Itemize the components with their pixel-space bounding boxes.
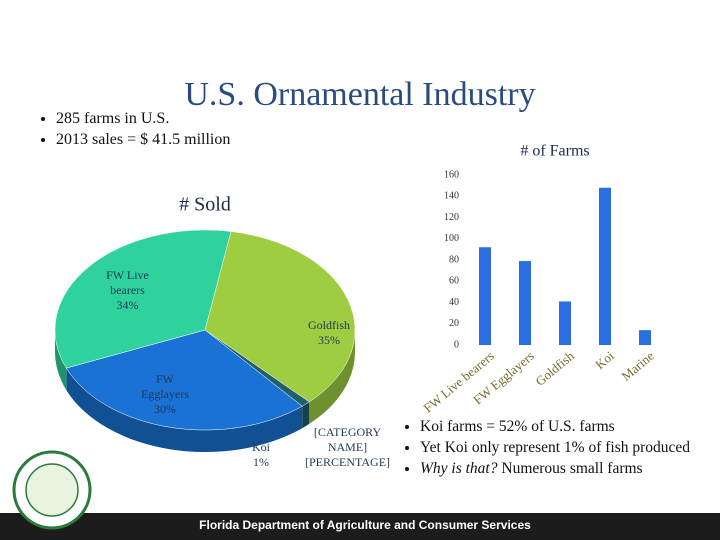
y-tick-label: 80 — [449, 254, 459, 265]
bar — [599, 187, 611, 345]
x-tick-label: Koi — [592, 348, 617, 372]
y-tick-label: 60 — [449, 276, 459, 287]
pie-category: FW Egglayers — [141, 372, 189, 401]
bar — [639, 330, 651, 345]
bar — [519, 261, 531, 345]
x-tick-label: Marine — [618, 348, 657, 384]
footer-band — [0, 513, 720, 540]
pie-slice — [65, 329, 303, 431]
x-tick-label: FW Live bearers — [420, 348, 496, 415]
pie-value-label: 30% — [154, 402, 176, 416]
y-tick-label: 0 — [454, 339, 459, 350]
y-tick-label: 40 — [449, 297, 459, 308]
pie-category: FW Live bearers — [106, 268, 149, 297]
y-tick-label: 140 — [444, 191, 459, 202]
pie-side — [309, 330, 355, 424]
pie-label: FW Live bearers 34% — [100, 268, 155, 313]
pie-slice — [204, 231, 356, 403]
bar-title: # of Farms — [520, 143, 589, 160]
pie-side — [54, 330, 67, 391]
pie-title: # Sold — [179, 194, 231, 216]
bullet: 285 farms in U.S. — [56, 110, 230, 128]
bullets: 285 farms in U.S. 2013 sales = $ 41.5 mil… — [38, 110, 230, 152]
slide-title: U.S. Ornamental Industry — [184, 76, 535, 113]
y-tick-label: 160 — [444, 169, 459, 180]
note: Koi farms = 52% of U.S. farms — [420, 418, 717, 436]
pie-value-label: 1% — [253, 455, 269, 469]
pie-label: Koi 1% — [246, 440, 276, 470]
y-tick-label: 20 — [449, 318, 459, 329]
bar — [479, 247, 491, 345]
logo-inner — [25, 463, 79, 517]
note-text: Numerous small farms — [501, 460, 643, 477]
pie-value-label: 35% — [318, 333, 340, 347]
note: Why is that? Numerous small farms — [420, 460, 717, 478]
pie-side — [302, 401, 310, 429]
pie-slice — [54, 229, 232, 369]
pie-category: Koi — [252, 440, 270, 454]
notes: Koi farms = 52% of U.S. farms Yet Koi on… — [402, 418, 717, 481]
note: Yet Koi only represent 1% of fish produc… — [420, 439, 717, 457]
y-tick-label: 100 — [444, 233, 459, 244]
pie-label: Goldfish 35% — [298, 318, 360, 348]
pie-side — [66, 368, 303, 453]
x-tick-label: Goldfish — [532, 348, 577, 389]
note-italic: Why is that? — [420, 460, 498, 477]
pie-annotation: [CATEGORY NAME] [PERCENTAGE] — [304, 425, 391, 469]
bullet: 2013 sales = $ 41.5 million — [56, 131, 230, 149]
bar — [559, 301, 571, 345]
pie-value-label: 34% — [116, 298, 139, 312]
pie-category: Goldfish — [308, 318, 350, 332]
footer-text: Florida Department of Agriculture and Co… — [199, 518, 531, 532]
pie-label: FW Egglayers 30% — [135, 372, 195, 417]
y-tick-label: 120 — [444, 212, 459, 223]
